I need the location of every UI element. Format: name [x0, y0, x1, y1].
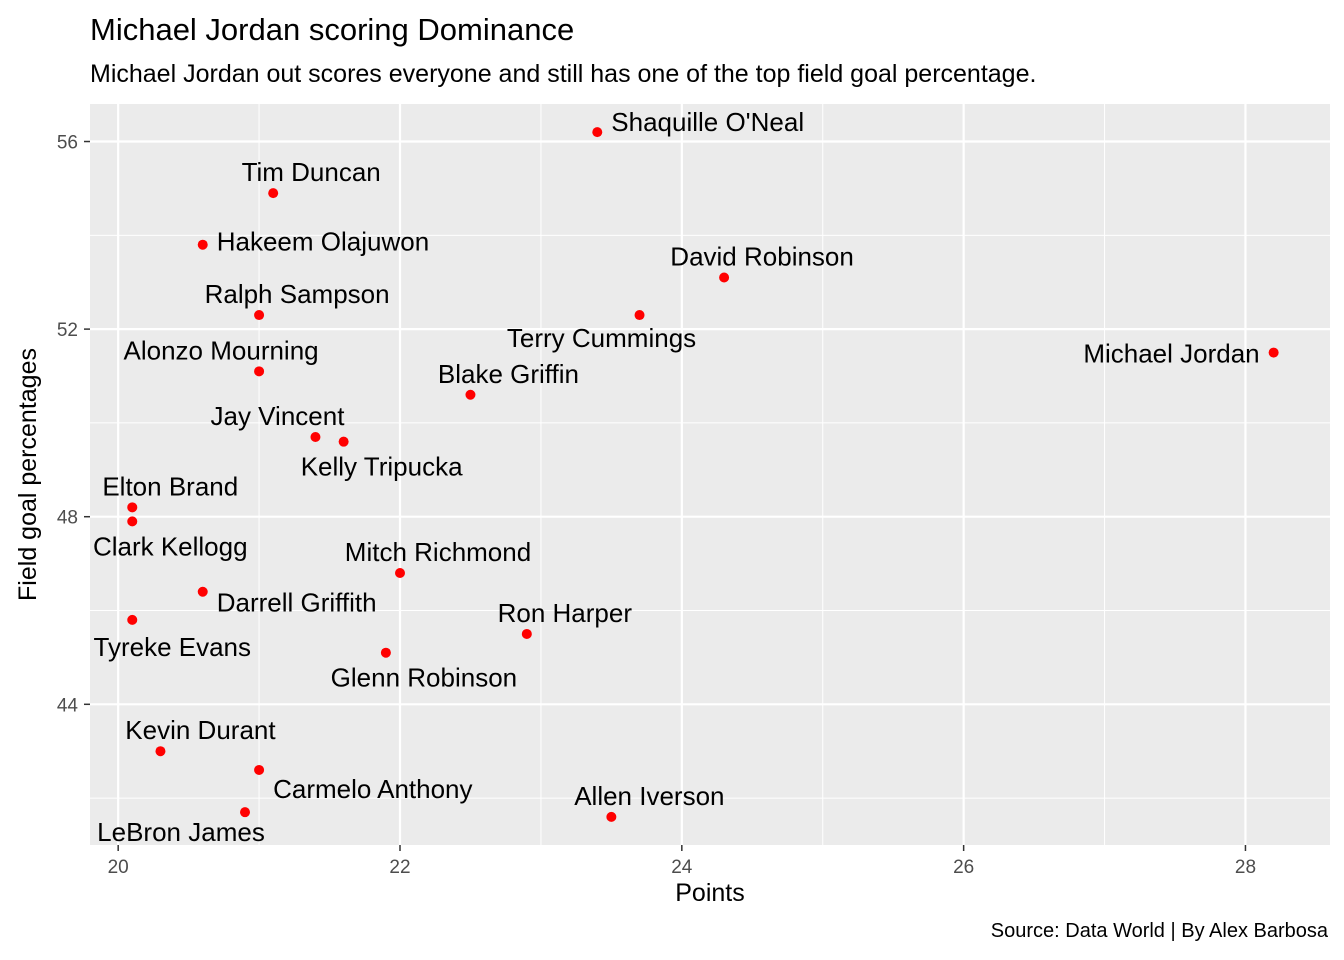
- data-point: [310, 431, 321, 442]
- y-tick-label: 52: [57, 320, 78, 341]
- major-gridlines: [90, 104, 1330, 845]
- point-labels: Shaquille O'Neal Tim Duncan Hakeem Olajuwo…: [93, 107, 1260, 847]
- plot-panel: [90, 104, 1330, 845]
- point-label: Terry Cummings: [507, 323, 696, 353]
- data-point: [155, 746, 166, 757]
- y-tick-label: 48: [57, 508, 78, 529]
- data-point: [380, 647, 391, 658]
- x-tick-label: 26: [953, 857, 974, 878]
- point-label: Glenn Robinson: [331, 663, 517, 693]
- point-label: Mitch Richmond: [345, 537, 531, 567]
- point-label: Clark Kellogg: [93, 531, 248, 561]
- data-point: [465, 389, 476, 400]
- point-label: Shaquille O'Neal: [611, 107, 804, 137]
- x-tick-label: 20: [108, 857, 129, 878]
- data-point: [254, 764, 265, 775]
- point-label: Kevin Durant: [125, 715, 276, 745]
- x-axis-title: Points: [675, 879, 744, 907]
- chart-caption: Source: Data World | By Alex Barbosa: [990, 920, 1328, 942]
- point-label: Darrell Griffith: [217, 588, 377, 618]
- data-point: [338, 436, 349, 447]
- chart-subtitle: Michael Jordan out scores everyone and s…: [90, 60, 1037, 88]
- data-point: [240, 807, 250, 818]
- data-point: [592, 127, 603, 138]
- point-label: Michael Jordan: [1083, 339, 1259, 369]
- point-label: Elton Brand: [102, 471, 238, 501]
- data-point: [719, 272, 730, 283]
- point-label: Blake Griffin: [438, 359, 579, 389]
- chart-title: Michael Jordan scoring Dominance: [90, 12, 575, 47]
- point-label: Kelly Tripucka: [301, 452, 463, 482]
- data-point: [634, 310, 645, 321]
- data-point: [254, 310, 265, 321]
- data-points: [127, 127, 1279, 822]
- x-tick-label: 22: [389, 857, 410, 878]
- y-tick-label: 44: [57, 695, 79, 716]
- data-point: [197, 239, 208, 250]
- data-point: [395, 567, 405, 578]
- point-label: Ron Harper: [498, 598, 633, 628]
- point-label: Alonzo Mourning: [124, 335, 319, 365]
- data-point: [1268, 347, 1279, 358]
- point-label: Ralph Sampson: [205, 279, 390, 309]
- point-label: Hakeem Olajuwon: [217, 227, 429, 257]
- point-label: Tyreke Evans: [94, 632, 252, 662]
- data-point: [254, 366, 265, 377]
- point-label: LeBron James: [97, 817, 265, 847]
- data-point: [127, 614, 138, 625]
- data-point: [268, 188, 279, 199]
- point-label: Jay Vincent: [210, 401, 345, 431]
- minor-gridlines: [90, 104, 1330, 845]
- point-label: Tim Duncan: [242, 157, 381, 187]
- point-label: Carmelo Anthony: [273, 774, 472, 804]
- y-axis-title: Field goal percentages: [14, 348, 42, 601]
- point-label: David Robinson: [670, 242, 854, 272]
- data-point: [606, 811, 617, 822]
- x-tick-label: 24: [671, 857, 693, 878]
- data-point: [197, 586, 208, 597]
- x-tick-label: 28: [1235, 857, 1256, 878]
- data-point: [127, 502, 138, 513]
- axis-ticks: 20 22 24 26 28 44 48 52 56: [57, 133, 1256, 878]
- point-label: Allen Iverson: [574, 781, 724, 811]
- data-point: [521, 628, 532, 639]
- y-tick-label: 56: [57, 133, 78, 154]
- data-point: [127, 516, 138, 527]
